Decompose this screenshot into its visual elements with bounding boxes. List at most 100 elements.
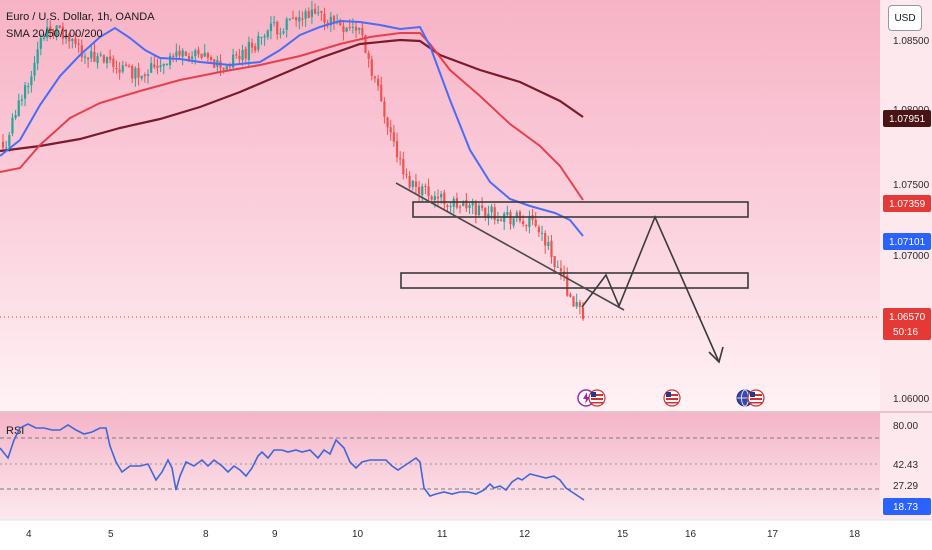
us-flag-icon[interactable] (663, 389, 681, 407)
candle-body (462, 201, 465, 207)
candle-body (225, 65, 228, 71)
rsi-line (0, 423, 585, 501)
price-tick-4: 1.07000 (893, 251, 930, 262)
projection-path[interactable] (581, 214, 720, 363)
price-tick-5: 1.06000 (893, 394, 930, 405)
candle-body (361, 28, 364, 36)
candle-body (235, 54, 238, 56)
candle-body (109, 56, 112, 60)
candle-body (279, 33, 282, 35)
candle-body (42, 37, 46, 39)
candle-body (159, 65, 162, 68)
candle-body (509, 212, 512, 225)
candle-body (351, 27, 354, 29)
candle-body (64, 35, 68, 39)
candle-body (285, 18, 288, 31)
candle-body (427, 186, 430, 196)
candle-body (411, 180, 414, 187)
candle-body (317, 12, 320, 14)
candle-body (484, 207, 487, 218)
candle-body (499, 219, 503, 222)
candle-body (39, 38, 42, 49)
price-tag-current: 1.06570 50:16 (883, 308, 931, 340)
candle-body (389, 127, 392, 133)
candle-body (471, 202, 474, 206)
us-flag-icon[interactable] (588, 389, 606, 407)
candle-body (266, 30, 269, 38)
candle-body (465, 199, 468, 209)
candle-body (153, 64, 156, 68)
us-flag-icon[interactable] (747, 389, 765, 407)
rsi-tick-27: 27.29 (893, 481, 918, 492)
candle-body (58, 25, 61, 28)
candle-body (569, 294, 572, 297)
candle-body (329, 16, 332, 26)
candle-body (96, 56, 99, 64)
candle-body (547, 242, 550, 247)
candle-body (493, 207, 496, 220)
candle-body (121, 65, 124, 72)
candle-body (162, 64, 165, 66)
resistance-box-lower[interactable] (400, 272, 749, 289)
candle-body (540, 232, 544, 234)
candle-body (313, 8, 317, 14)
resistance-box-upper[interactable] (412, 201, 749, 218)
candle-body (87, 57, 90, 60)
candle-body (553, 255, 556, 268)
time-tick: 12 (519, 529, 531, 540)
candle-body (276, 21, 279, 35)
candle-body (172, 55, 175, 57)
countdown-timer: 50:16 (893, 327, 918, 338)
candle-body (269, 23, 273, 32)
time-tick: 9 (272, 529, 278, 540)
candle-body (291, 17, 295, 19)
time-tick: 11 (437, 529, 448, 540)
candle-body (452, 198, 455, 207)
candle-body (458, 206, 462, 208)
candle-body (247, 42, 250, 60)
candle-body (518, 211, 522, 221)
rsi-tick-80: 80.00 (893, 421, 918, 432)
candles-layer (1, 0, 585, 321)
candle-body (581, 307, 585, 320)
candle-body (8, 134, 11, 147)
candle-body (52, 30, 55, 36)
candle-body (566, 275, 569, 296)
candle-body (474, 202, 477, 216)
candle-body (228, 66, 232, 68)
candle-body (550, 240, 553, 258)
time-tick: 16 (685, 529, 697, 540)
candle-body (295, 17, 298, 21)
candle-body (433, 196, 436, 201)
candle-body (402, 159, 405, 175)
price-pane-background (0, 0, 880, 411)
time-tick: 18 (849, 529, 861, 540)
currency-button[interactable]: USD (888, 5, 922, 31)
candle-body (430, 196, 433, 200)
candle-body (525, 225, 528, 227)
candle-body (168, 55, 172, 65)
candle-body (61, 26, 64, 39)
candle-body (559, 268, 563, 272)
candle-body (131, 66, 134, 79)
candle-body (197, 49, 200, 55)
candle-body (417, 186, 421, 195)
price-tick-3: 1.07500 (893, 180, 930, 191)
descending-trendline[interactable] (395, 182, 625, 311)
candle-body (528, 215, 531, 228)
candle-body (187, 55, 191, 60)
candle-body (263, 36, 266, 38)
candle-body (307, 11, 310, 18)
candle-body (408, 175, 411, 188)
candle-body (90, 51, 93, 59)
svg-text:1.06570: 1.06570 (889, 312, 926, 323)
candle-body (405, 174, 408, 176)
candle-body (443, 192, 446, 205)
candle-body (392, 132, 395, 142)
candle-body (354, 26, 358, 31)
svg-text:1.07359: 1.07359 (889, 199, 926, 210)
candle-body (257, 35, 260, 50)
candle-body (310, 9, 314, 17)
candle-body (332, 16, 336, 22)
